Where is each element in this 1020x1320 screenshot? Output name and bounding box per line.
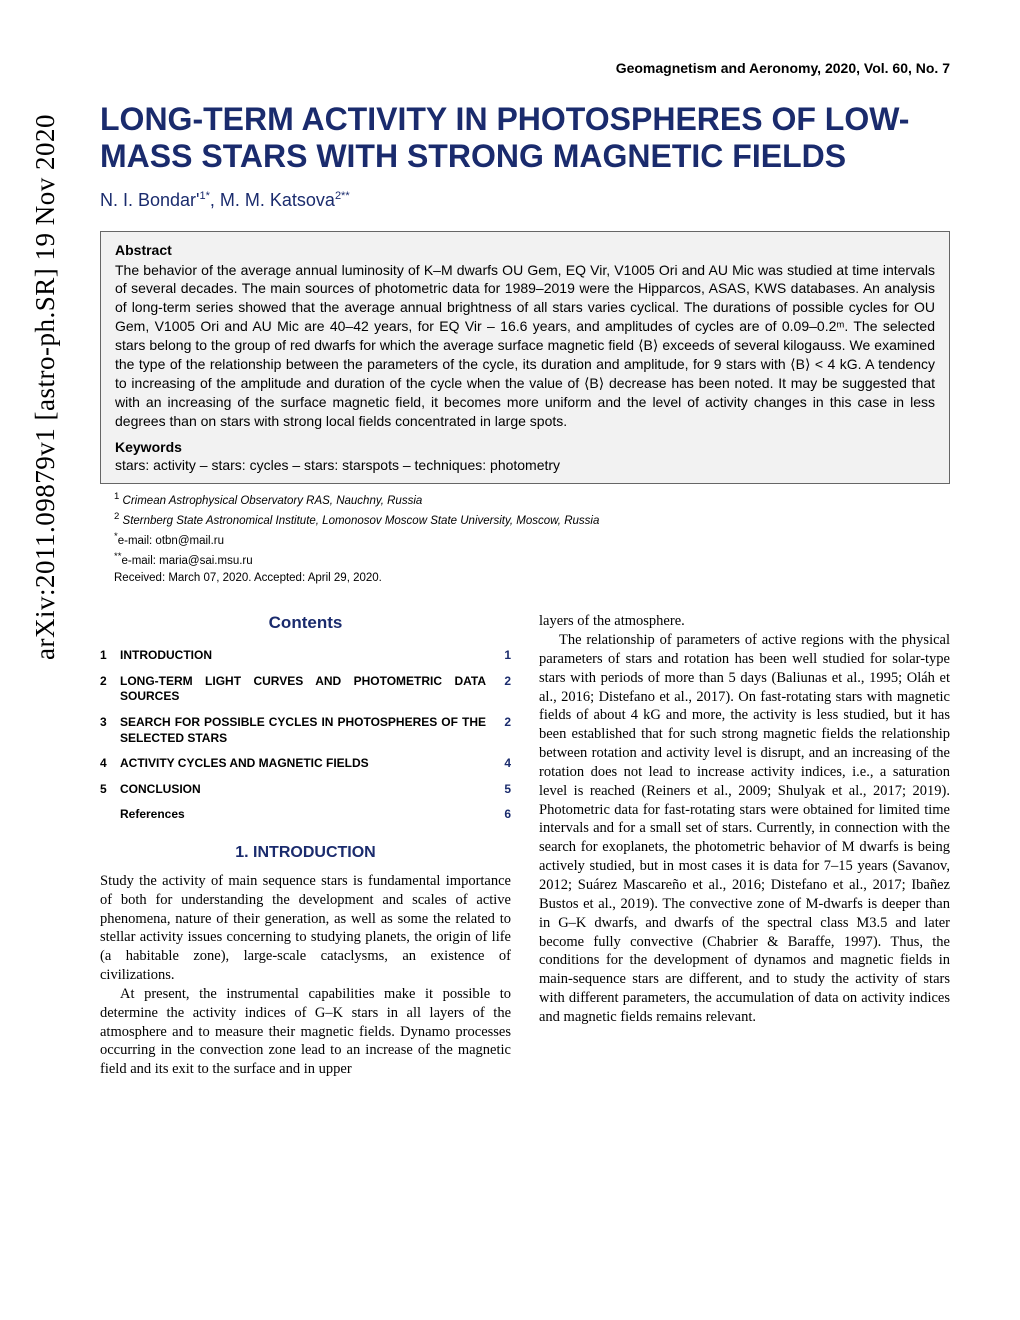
toc-row[interactable]: 3 SEARCH FOR POSSIBLE CYCLES IN PHOTOSPH… [100,715,511,746]
contents-heading: Contents [100,612,511,634]
paper-title: LONG-TERM ACTIVITY IN PHOTOSPHERES OF LO… [100,101,950,175]
toc-num: 1 [100,648,120,664]
toc-label: LONG-TERM LIGHT CURVES AND PHOTOMETRIC D… [120,674,496,705]
toc-label: ACTIVITY CYCLES AND MAGNETIC FIELDS [120,756,496,772]
toc-label: SEARCH FOR POSSIBLE CYCLES IN PHOTOSPHER… [120,715,496,746]
toc-page: 5 [496,782,511,798]
toc-num: 5 [100,782,120,798]
journal-header: Geomagnetism and Aeronomy, 2020, Vol. 60… [100,60,950,76]
toc-num: 3 [100,715,120,731]
toc-row[interactable]: References 6 [100,807,511,823]
aff2: Sternberg State Astronomical Institute, … [123,515,600,527]
aff2-sup: 2 [114,511,119,522]
toc-page: 4 [496,756,511,772]
toc-row[interactable]: 5 CONCLUSION 5 [100,782,511,798]
toc-label: References [120,807,496,823]
toc-label: CONCLUSION [120,782,496,798]
toc-row[interactable]: 4 ACTIVITY CYCLES AND MAGNETIC FIELDS 4 [100,756,511,772]
left-column: Contents 1 INTRODUCTION 1 2 LONG-TERM LI… [100,612,511,1079]
body-paragraph: layers of the atmosphere. [539,612,950,631]
toc-row[interactable]: 2 LONG-TERM LIGHT CURVES AND PHOTOMETRIC… [100,674,511,705]
keywords-text: stars: activity – stars: cycles – stars:… [115,457,935,473]
toc-page: 2 [496,674,511,690]
author-2-sup: 2** [335,190,350,202]
table-of-contents: 1 INTRODUCTION 1 2 LONG-TERM LIGHT CURVE… [100,648,511,823]
keywords-heading: Keywords [115,439,935,455]
toc-page: 2 [496,715,511,731]
toc-page: 1 [496,648,511,664]
author-1-sup: 1* [199,190,209,202]
email1: e-mail: otbn@mail.ru [118,535,224,547]
aff1: Crimean Astrophysical Observatory RAS, N… [123,494,423,506]
affiliations: 1 Crimean Astrophysical Observatory RAS,… [100,490,950,588]
abstract-text: The behavior of the average annual lumin… [115,261,935,431]
body-paragraph: Study the activity of main sequence star… [100,872,511,985]
author-1: N. I. Bondar' [100,190,199,210]
toc-num: 2 [100,674,120,690]
section-1-heading: 1. INTRODUCTION [100,843,511,864]
authors: N. I. Bondar'1*, M. M. Katsova2** [100,190,950,211]
two-column-body: Contents 1 INTRODUCTION 1 2 LONG-TERM LI… [100,612,950,1079]
toc-row[interactable]: 1 INTRODUCTION 1 [100,648,511,664]
body-paragraph: At present, the instrumental capabilitie… [100,985,511,1079]
email2: e-mail: maria@sai.msu.ru [121,555,252,567]
abstract-box: Abstract The behavior of the average ann… [100,231,950,484]
author-2: M. M. Katsova [220,190,335,210]
right-column: layers of the atmosphere. The relationsh… [539,612,950,1079]
arxiv-identifier: arXiv:2011.09879v1 [astro-ph.SR] 19 Nov … [30,114,61,660]
received-accepted: Received: March 07, 2020. Accepted: Apri… [114,570,950,587]
abstract-heading: Abstract [115,242,935,258]
toc-page: 6 [496,807,511,823]
toc-num: 4 [100,756,120,772]
aff1-sup: 1 [114,491,119,502]
toc-label: INTRODUCTION [120,648,496,664]
body-paragraph: The relationship of parameters of active… [539,631,950,1027]
